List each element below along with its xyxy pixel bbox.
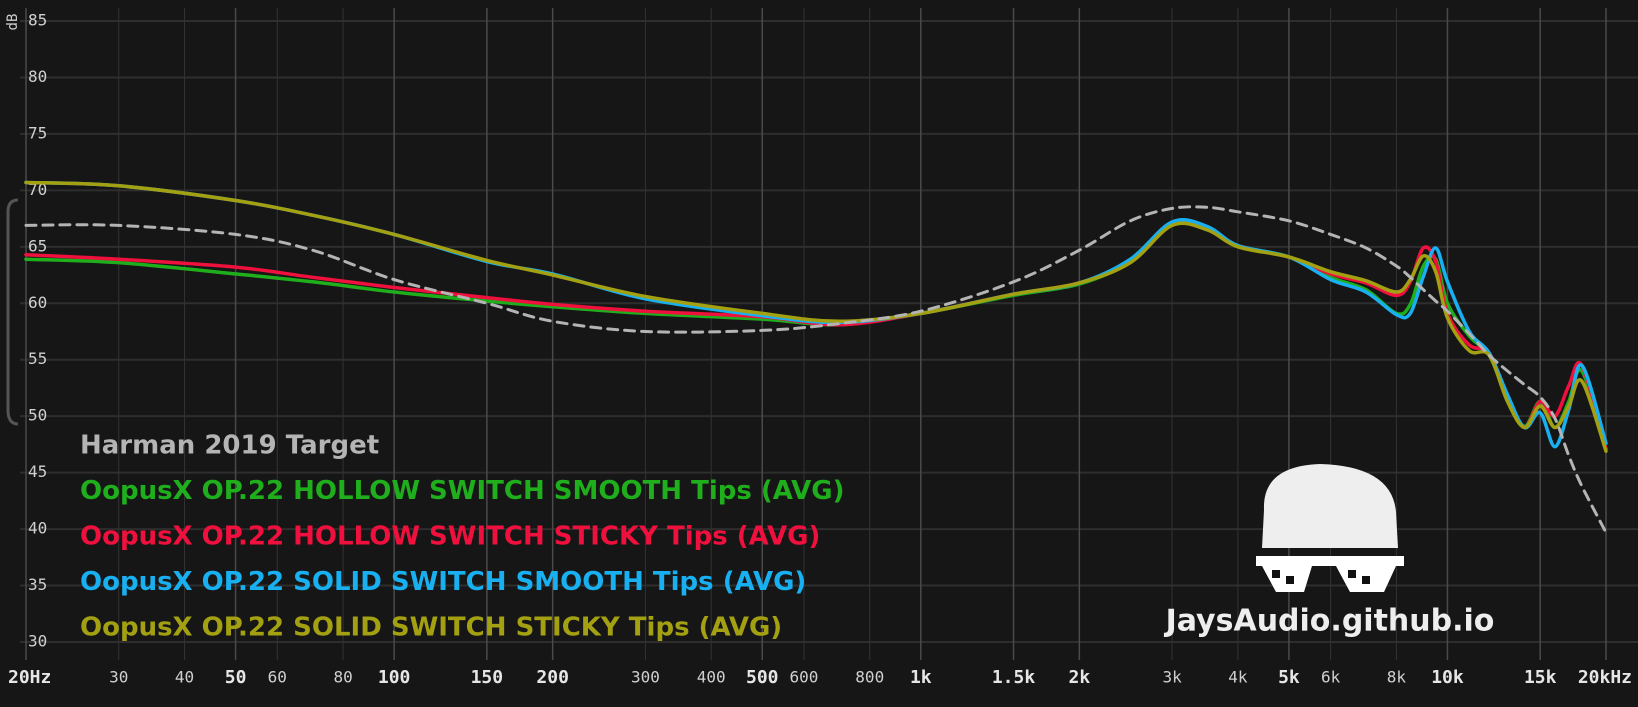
cap <box>1262 464 1398 548</box>
x-tick-label: 60 <box>268 668 287 687</box>
legend-entry: Harman 2019 Target <box>80 431 379 461</box>
x-tick-label: 500 <box>746 667 779 688</box>
y-tick-label: 40 <box>28 519 47 538</box>
y-tick-label: 50 <box>28 406 47 425</box>
pixel <box>1286 576 1294 584</box>
x-tick-label: 400 <box>697 668 726 687</box>
x-tick-label: 2k <box>1068 667 1090 688</box>
y-tick-label: 60 <box>28 293 47 312</box>
x-tick-label: 1k <box>910 667 932 688</box>
y-axis-label: dB <box>5 14 21 31</box>
x-tick-label: 200 <box>536 667 569 688</box>
x-tick-label: 30 <box>109 668 128 687</box>
x-tick-label: 8k <box>1387 668 1407 687</box>
legend-entry: OopusX OP.22 HOLLOW SWITCH STICKY Tips (… <box>80 522 820 552</box>
x-tick-label: 5k <box>1278 667 1300 688</box>
pixel <box>1348 570 1356 578</box>
y-tick-label: 85 <box>28 11 47 30</box>
y-tick-label: 45 <box>28 462 47 481</box>
x-tick-label: 20Hz <box>8 667 51 688</box>
x-tick-label: 150 <box>471 667 504 688</box>
x-tick-label: 20kHz <box>1578 667 1632 688</box>
x-tick-label: 600 <box>789 668 818 687</box>
legend-entry: OopusX OP.22 SOLID SWITCH SMOOTH Tips (A… <box>80 567 806 597</box>
x-tick-label: 100 <box>378 667 411 688</box>
x-tick-label: 50 <box>225 667 247 688</box>
logo-icon <box>1256 464 1404 592</box>
y-tick-label: 65 <box>28 236 47 255</box>
target-curve <box>24 205 1608 534</box>
y-tick-label: 55 <box>28 349 47 368</box>
x-tick-label: 15k <box>1524 667 1557 688</box>
y-tick-label: 35 <box>28 575 47 594</box>
y-tick-label: 70 <box>28 180 47 199</box>
fr-curve <box>24 180 1608 453</box>
x-tick-label: 4k <box>1228 668 1248 687</box>
y-tick-label: 80 <box>28 67 47 86</box>
x-tick-label: 300 <box>631 668 660 687</box>
handle <box>6 198 19 426</box>
x-tick-label: 3k <box>1162 668 1182 687</box>
watermark: JaysAudio.github.io <box>1164 604 1495 639</box>
y-tick-label: 30 <box>28 632 47 651</box>
x-tick-label: 800 <box>855 668 884 687</box>
legend-entry: OopusX OP.22 SOLID SWITCH STICKY Tips (A… <box>80 613 782 643</box>
x-tick-label: 6k <box>1321 668 1341 687</box>
x-tick-label: 10k <box>1431 667 1464 688</box>
glasses-bar <box>1256 556 1404 566</box>
legend-entry: OopusX OP.22 HOLLOW SWITCH SMOOTH Tips (… <box>80 476 845 506</box>
y-tick-label: 75 <box>28 123 47 142</box>
pixel <box>1272 570 1280 578</box>
x-tick-label: 80 <box>333 668 352 687</box>
pixel <box>1362 576 1370 584</box>
x-tick-label: 40 <box>175 668 194 687</box>
x-tick-label: 1.5k <box>992 667 1036 688</box>
